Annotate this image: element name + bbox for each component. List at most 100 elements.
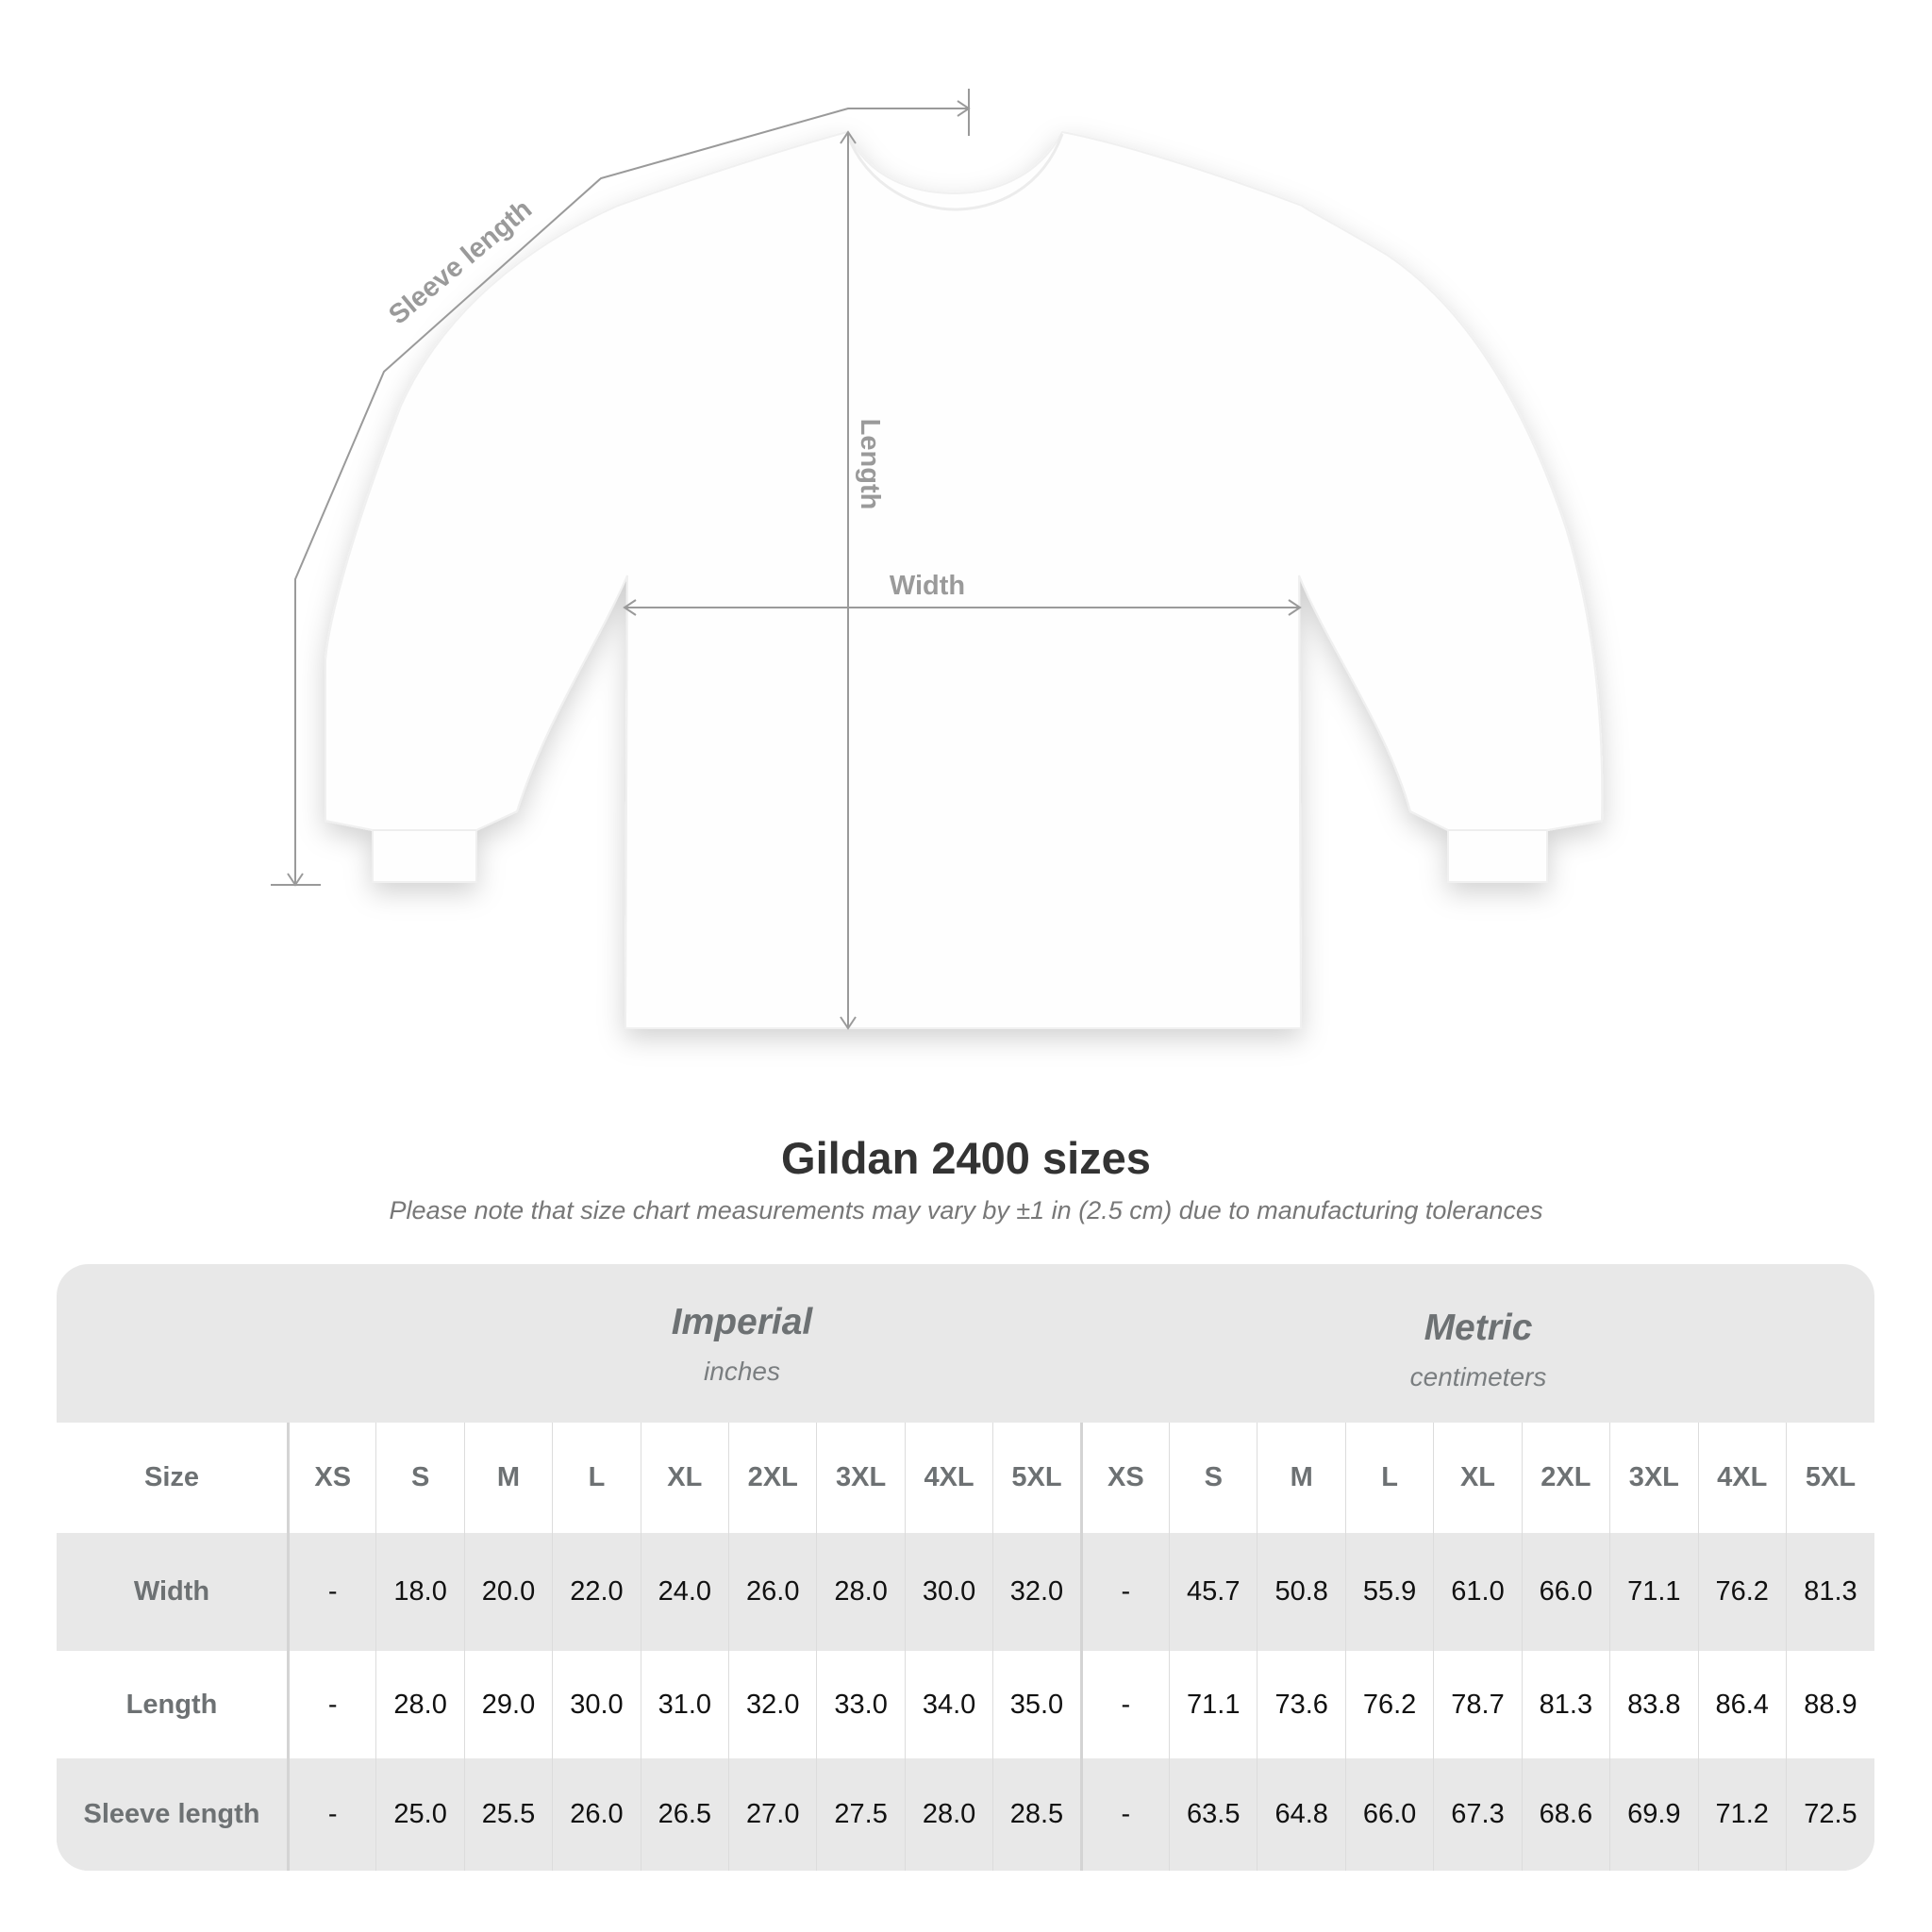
size-header-imperial: M [463,1423,553,1533]
cell-metric: 76.2 [1697,1533,1787,1651]
cell-imperial: 31.0 [640,1651,729,1758]
cell-imperial: - [287,1651,376,1758]
arrowhead-icon [840,130,857,144]
size-header-metric: M [1257,1423,1346,1533]
size-header-imperial: S [375,1423,465,1533]
row-label: Sleeve length [57,1758,290,1871]
length-label: Length [855,419,885,510]
cell-imperial: 24.0 [640,1533,729,1651]
row-label: Width [57,1533,290,1651]
size-header-imperial: XL [640,1423,729,1533]
cell-metric: - [1079,1758,1170,1871]
arrowhead-icon [840,1016,857,1030]
cell-metric: 71.1 [1609,1533,1698,1651]
table-row: Length -28.0 29.0 30.0 31.0 32.0 33.0 34.0 35.0-… [57,1651,1874,1758]
cell-metric: 67.3 [1433,1758,1523,1871]
cell-metric: 66.0 [1344,1758,1434,1871]
cell-metric: 72.5 [1785,1758,1874,1871]
cell-imperial: 28.0 [816,1533,906,1651]
cell-metric: 81.3 [1521,1651,1610,1758]
arrowhead-icon [287,873,304,887]
cell-imperial: 20.0 [463,1533,553,1651]
shirt-diagram: Sleeve length Length Width [271,89,1604,1030]
cell-imperial: 32.0 [728,1651,817,1758]
cell-metric: 78.7 [1433,1651,1523,1758]
cell-metric: 63.5 [1169,1758,1257,1871]
cell-imperial: 29.0 [463,1651,553,1758]
cell-imperial: 26.5 [640,1758,729,1871]
cell-imperial: 22.0 [552,1533,641,1651]
tolerance-note: Please note that size chart measurements… [389,1196,1543,1224]
size-header-metric: S [1169,1423,1257,1533]
cell-imperial: 26.0 [728,1533,817,1651]
imperial-title: Imperial [671,1302,813,1342]
cell-metric: - [1079,1533,1170,1651]
cell-metric: 83.8 [1609,1651,1698,1758]
cell-imperial: 25.0 [375,1758,465,1871]
cell-metric: 71.2 [1697,1758,1787,1871]
cell-metric: 61.0 [1433,1533,1523,1651]
cell-imperial: 18.0 [375,1533,465,1651]
cell-metric: 73.6 [1257,1651,1346,1758]
cell-imperial: 28.0 [904,1758,993,1871]
size-header-metric: 5XL [1785,1423,1874,1533]
width-label: Width [890,571,965,601]
size-header-metric: L [1344,1423,1434,1533]
cell-metric: - [1079,1651,1170,1758]
size-header-row: Size XS S M L XL 2XL 3XL 4XL 5XL XS S M L XL 2XL 3XL 4XL 5… [57,1423,1874,1533]
cell-imperial: 34.0 [904,1651,993,1758]
cell-imperial: 32.0 [992,1533,1082,1651]
arrowhead-icon [957,100,971,117]
size-header-imperial: 2XL [728,1423,817,1533]
cell-metric: 81.3 [1785,1533,1874,1651]
collar [845,133,1064,211]
size-header-imperial: XS [287,1423,376,1533]
size-header-metric: XL [1433,1423,1523,1533]
imperial-header: Imperial inches [345,1302,1139,1387]
long-sleeve-shirt [325,130,1604,1029]
table-row: Width -18.0 20.0 22.0 24.0 26.0 28.0 30.0 32.0-4… [57,1533,1874,1651]
metric-header: Metric centimeters [1082,1307,1874,1392]
size-table: Imperial inches Metric centimeters Size X… [57,1264,1874,1871]
cell-metric: 88.9 [1785,1651,1874,1758]
size-header-metric: 2XL [1521,1423,1610,1533]
size-header-imperial: L [552,1423,641,1533]
table-row: Sleeve length -25.0 25.5 26.0 26.5 27.0 27.5 28… [57,1758,1874,1871]
cell-imperial: 26.0 [552,1758,641,1871]
cell-metric: 50.8 [1257,1533,1346,1651]
size-header-metric: XS [1079,1423,1170,1533]
cell-imperial: - [287,1533,376,1651]
metric-title: Metric [1424,1307,1533,1348]
size-grid: Size XS S M L XL 2XL 3XL 4XL 5XL XS S M L XL 2XL 3XL 4XL 5… [57,1423,1874,1871]
cell-imperial: 35.0 [992,1651,1082,1758]
arrowhead-icon [623,599,637,616]
metric-unit: centimeters [1409,1362,1547,1391]
size-header-imperial: 3XL [816,1423,906,1533]
cell-imperial: 30.0 [552,1651,641,1758]
page-title: Gildan 2400 sizes [781,1133,1151,1183]
cell-imperial: 27.0 [728,1758,817,1871]
row-label: Length [57,1651,290,1758]
cell-imperial: 28.5 [992,1758,1082,1871]
cell-metric: 66.0 [1521,1533,1610,1651]
cell-metric: 55.9 [1344,1533,1434,1651]
size-header-metric: 3XL [1609,1423,1698,1533]
size-column-label: Size [57,1423,290,1533]
cell-imperial: 25.5 [463,1758,553,1871]
cell-imperial: 27.5 [816,1758,906,1871]
cell-imperial: 33.0 [816,1651,906,1758]
arrowhead-icon [1288,599,1302,616]
size-header-metric: 4XL [1697,1423,1787,1533]
cell-imperial: - [287,1758,376,1871]
size-header-imperial: 4XL [904,1423,993,1533]
cell-metric: 71.1 [1169,1651,1257,1758]
size-header-imperial: 5XL [992,1423,1082,1533]
cell-metric: 68.6 [1521,1758,1610,1871]
cell-imperial: 30.0 [904,1533,993,1651]
imperial-unit: inches [704,1357,780,1386]
cell-metric: 69.9 [1609,1758,1698,1871]
cell-metric: 45.7 [1169,1533,1257,1651]
cell-imperial: 28.0 [375,1651,465,1758]
sleeve-length-line [294,108,969,885]
cell-metric: 64.8 [1257,1758,1346,1871]
